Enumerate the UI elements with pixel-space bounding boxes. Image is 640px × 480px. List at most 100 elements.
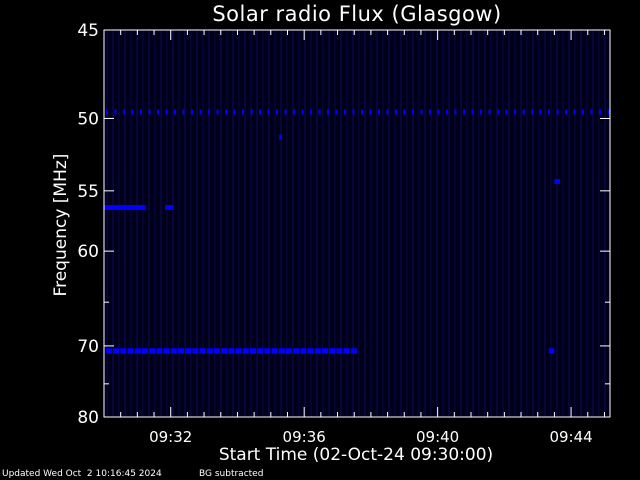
emission-segment	[556, 109, 559, 115]
emission-segment	[369, 109, 372, 115]
emission-segment	[114, 109, 117, 115]
emission-segment	[327, 109, 329, 115]
plot-frame	[103, 29, 611, 418]
x-tick-label: 09:36	[283, 428, 326, 446]
emission-segment	[454, 109, 457, 115]
emission-segment	[165, 109, 168, 115]
emission-segment	[242, 109, 244, 115]
emission-segment	[310, 109, 312, 115]
emission-segment	[104, 205, 146, 211]
emission-segment	[554, 179, 560, 185]
emission-segment	[279, 134, 283, 140]
emission-segment	[214, 348, 220, 354]
x-axis-label: Start Time (02-Oct-24 09:30:00)	[218, 445, 494, 465]
emission-segment	[123, 109, 125, 115]
y-axis: 45 50 55 60 70 80	[77, 21, 610, 428]
emission-segment	[336, 348, 343, 354]
emission-segment	[233, 109, 236, 115]
emission-segment	[378, 109, 380, 115]
emission-segment	[106, 348, 112, 354]
emission-segment	[216, 109, 219, 115]
emission-segment	[403, 109, 406, 115]
y-tick-label: 70	[77, 337, 99, 357]
emission-segment	[259, 109, 261, 115]
emission-segment	[163, 348, 170, 354]
emission-segment	[350, 348, 357, 354]
emission-segment	[257, 348, 264, 354]
emission-segment	[573, 109, 576, 115]
y-axis-label: Frequency [MHz]	[51, 153, 71, 297]
emission-segment	[113, 348, 120, 354]
emission-segment	[191, 109, 193, 115]
emission-layer	[104, 109, 610, 354]
emission-segment	[395, 109, 397, 115]
emission-segment	[156, 348, 163, 354]
emission-segment	[318, 109, 321, 115]
emission-segment	[322, 348, 328, 354]
x-tick-label: 09:32	[149, 428, 192, 446]
emission-segment	[127, 348, 134, 354]
emission-segment	[278, 348, 285, 354]
emission-segment	[437, 109, 440, 115]
emission-segment	[206, 348, 213, 354]
emission-segment	[429, 109, 431, 115]
footer-updated-text: Updated Wed Oct 2 10:16:45 2024	[2, 469, 162, 479]
emission-segment	[599, 109, 601, 115]
emission-segment	[539, 109, 542, 115]
emission-segment	[497, 109, 499, 115]
emission-segment	[412, 109, 414, 115]
x-tick-label: 09:40	[416, 428, 459, 446]
y-tick-label: 45	[77, 21, 99, 41]
emission-segment	[208, 109, 210, 115]
emission-segment	[148, 109, 151, 115]
emission-segment	[142, 348, 148, 354]
footer-bg-text: BG subtracted	[199, 469, 264, 479]
emission-segment	[548, 109, 550, 115]
emission-segment	[300, 348, 307, 354]
emission-segment	[343, 348, 350, 354]
emission-segment	[329, 348, 336, 354]
y-tick-label: 55	[77, 182, 99, 202]
emission-segment	[307, 348, 314, 354]
y-tick-label: 80	[77, 408, 99, 428]
emission-segment	[271, 348, 278, 354]
emission-segment	[182, 109, 185, 115]
emission-segment	[582, 109, 584, 115]
emission-segment	[286, 348, 292, 354]
emission-segment	[335, 109, 338, 115]
emission-segment	[293, 348, 300, 354]
chart-title: Solar radio Flux (Glasgow)	[212, 2, 502, 26]
emission-segment	[531, 109, 533, 115]
emission-segment	[242, 348, 249, 354]
emission-segment	[446, 109, 448, 115]
emission-segment	[514, 109, 516, 115]
emission-segment	[344, 109, 346, 115]
emission-segment	[420, 109, 423, 115]
y-tick-label: 50	[77, 109, 99, 129]
emission-segment	[199, 348, 206, 354]
emission-segment	[185, 348, 192, 354]
emission-segment	[276, 109, 278, 115]
emission-segment	[131, 109, 134, 115]
x-axis: 09:32 09:36 09:40 09:44	[120, 30, 605, 446]
emission-segment	[228, 348, 235, 354]
emission-segment	[361, 109, 363, 115]
emission-segment	[250, 109, 253, 115]
emission-segment	[140, 109, 142, 115]
emission-segment	[235, 348, 242, 354]
emission-segment	[471, 109, 474, 115]
emission-segment	[250, 348, 256, 354]
emission-segment	[548, 348, 555, 354]
emission-segment	[170, 348, 177, 354]
emission-segment	[267, 109, 270, 115]
emission-segment	[120, 348, 127, 354]
emission-segment	[178, 348, 184, 354]
emission-segment	[352, 109, 355, 115]
emission-segment	[199, 109, 202, 115]
emission-segment	[192, 348, 199, 354]
emission-segment	[264, 348, 271, 354]
emission-segment	[314, 348, 321, 354]
emission-segment	[157, 109, 159, 115]
y-tick-label: 60	[77, 242, 99, 262]
